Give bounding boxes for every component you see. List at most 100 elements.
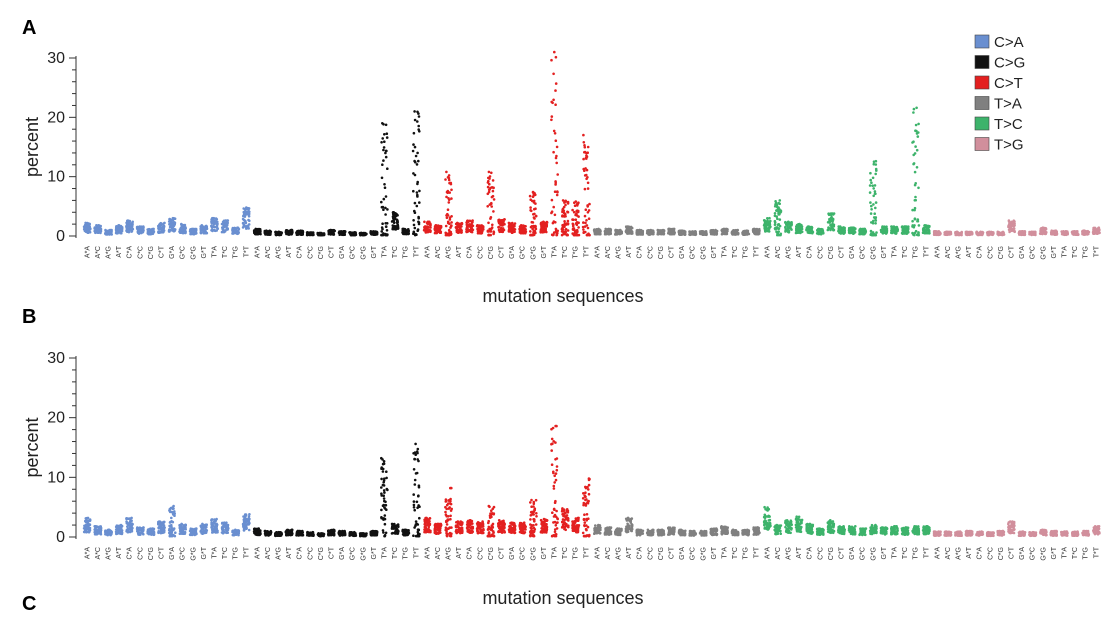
data-point bbox=[150, 230, 153, 233]
data-point bbox=[970, 232, 973, 235]
data-point bbox=[139, 230, 143, 234]
data-point bbox=[96, 231, 100, 234]
data-point bbox=[450, 197, 453, 200]
x-tick-label: G*G bbox=[190, 246, 197, 260]
data-point bbox=[436, 224, 440, 227]
data-point bbox=[552, 205, 555, 209]
data-point bbox=[530, 220, 534, 224]
data-point bbox=[743, 232, 747, 236]
data-point bbox=[534, 202, 537, 205]
data-point bbox=[915, 106, 918, 110]
data-point bbox=[586, 181, 590, 185]
data-point bbox=[277, 230, 280, 234]
data-point bbox=[777, 201, 780, 205]
data-point bbox=[960, 233, 963, 237]
series-T-to-C-points bbox=[762, 106, 931, 237]
data-point bbox=[778, 218, 782, 221]
x-tick-label: C*A bbox=[297, 246, 304, 259]
data-point bbox=[184, 227, 187, 230]
series-C-to-A-points bbox=[82, 206, 251, 236]
y-tick-label: 30 bbox=[47, 50, 65, 67]
x-tick-label: A*G bbox=[106, 246, 113, 259]
data-point bbox=[84, 221, 87, 225]
data-point bbox=[873, 190, 877, 193]
data-point bbox=[224, 222, 228, 226]
data-point bbox=[512, 229, 515, 232]
data-point bbox=[775, 215, 778, 218]
data-point bbox=[862, 232, 865, 236]
data-point bbox=[487, 176, 490, 180]
data-point bbox=[699, 231, 702, 235]
data-point bbox=[412, 131, 416, 135]
data-point bbox=[382, 146, 386, 149]
data-point bbox=[881, 225, 884, 228]
data-point bbox=[554, 139, 558, 142]
data-point bbox=[554, 89, 557, 92]
data-point bbox=[491, 189, 495, 193]
data-point bbox=[247, 223, 251, 226]
data-point bbox=[714, 228, 717, 232]
data-point bbox=[245, 206, 248, 209]
x-tick-label: C*C bbox=[137, 246, 144, 259]
data-point bbox=[507, 221, 511, 225]
data-point bbox=[689, 230, 693, 234]
data-point bbox=[413, 145, 417, 149]
data-point bbox=[465, 221, 468, 224]
data-point bbox=[923, 224, 927, 227]
data-point bbox=[391, 224, 395, 227]
x-tick-label: T*G bbox=[233, 246, 240, 258]
data-point bbox=[870, 181, 873, 184]
data-point bbox=[937, 230, 941, 234]
data-point bbox=[554, 227, 558, 231]
x-tick-label: T*T bbox=[243, 245, 250, 257]
data-point bbox=[913, 170, 917, 174]
x-tick-label: C*C bbox=[477, 246, 484, 259]
data-point bbox=[232, 232, 235, 235]
data-point bbox=[550, 198, 554, 202]
data-point bbox=[126, 219, 130, 222]
data-point bbox=[868, 191, 872, 194]
x-tick-label: T*C bbox=[392, 246, 399, 258]
data-point bbox=[141, 226, 145, 229]
data-point bbox=[553, 190, 557, 193]
data-point bbox=[552, 72, 555, 76]
data-point bbox=[147, 228, 150, 231]
data-point bbox=[583, 187, 587, 191]
y-axis-label: percent bbox=[22, 417, 42, 477]
data-point bbox=[560, 233, 564, 237]
data-point bbox=[107, 229, 110, 233]
data-point bbox=[1072, 233, 1075, 236]
x-tick-label: A*T bbox=[116, 245, 123, 257]
data-point bbox=[554, 180, 557, 183]
data-point bbox=[499, 228, 503, 231]
data-point bbox=[383, 186, 387, 189]
data-point bbox=[416, 228, 420, 231]
data-point bbox=[480, 231, 483, 234]
data-point bbox=[871, 176, 875, 180]
data-point bbox=[646, 231, 650, 235]
data-point bbox=[257, 230, 261, 233]
data-point bbox=[163, 221, 166, 225]
x-tick-label: T*G bbox=[403, 246, 410, 258]
data-point bbox=[777, 230, 780, 233]
data-point bbox=[130, 224, 134, 228]
data-point bbox=[872, 162, 876, 166]
data-point bbox=[618, 228, 622, 232]
data-point bbox=[778, 213, 781, 216]
data-point bbox=[566, 229, 570, 232]
data-point bbox=[917, 224, 921, 227]
data-point bbox=[874, 201, 878, 204]
data-point bbox=[385, 222, 389, 225]
data-point bbox=[914, 182, 917, 185]
data-point bbox=[575, 209, 578, 213]
data-point bbox=[1022, 233, 1025, 237]
data-point bbox=[555, 154, 558, 158]
data-point bbox=[574, 218, 578, 221]
data-point bbox=[110, 233, 113, 236]
data-point bbox=[586, 226, 590, 230]
data-point bbox=[470, 227, 473, 231]
data-point bbox=[254, 232, 258, 235]
data-point bbox=[914, 123, 918, 127]
data-point bbox=[531, 190, 535, 194]
data-point bbox=[830, 219, 834, 222]
